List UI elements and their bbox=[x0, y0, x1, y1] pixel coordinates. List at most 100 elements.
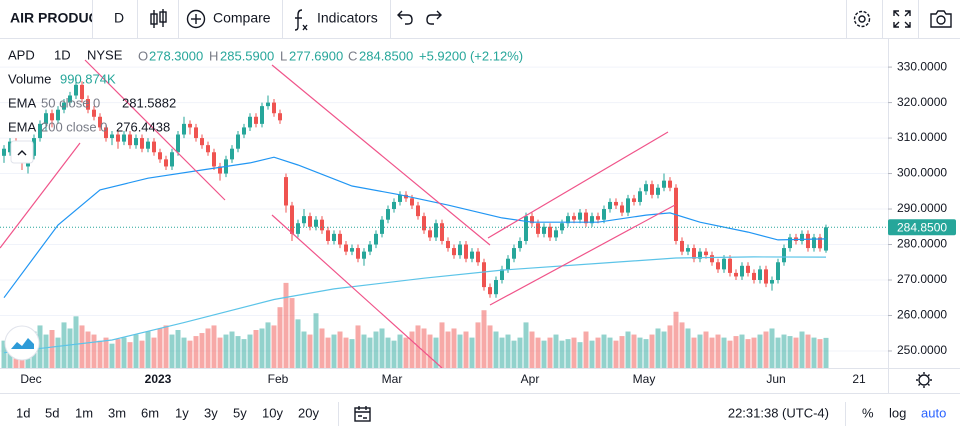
volume-bar bbox=[283, 282, 289, 368]
icon-part bbox=[355, 406, 370, 419]
candle-body bbox=[32, 138, 36, 156]
candle-body bbox=[128, 134, 132, 146]
candle-body bbox=[194, 127, 198, 139]
candle-body bbox=[446, 240, 450, 249]
range-button[interactable]: 5y bbox=[233, 405, 247, 420]
volume-bar bbox=[691, 337, 697, 368]
volume-bar bbox=[373, 331, 379, 368]
candle-body bbox=[680, 240, 684, 252]
price-tick-label: 270.0000 bbox=[897, 272, 947, 286]
legend-collapse-button[interactable] bbox=[10, 140, 34, 164]
chart-style-button[interactable] bbox=[150, 9, 167, 28]
trend-line[interactable] bbox=[271, 214, 443, 368]
compare-button[interactable]: Compare bbox=[186, 9, 271, 29]
volume-bar bbox=[769, 328, 775, 368]
range-button[interactable]: 10y bbox=[262, 405, 283, 420]
trend-line[interactable] bbox=[271, 64, 491, 246]
candle-body bbox=[782, 248, 786, 263]
candle-body bbox=[236, 134, 240, 149]
candle-body bbox=[608, 201, 612, 210]
candle-body bbox=[704, 251, 708, 256]
volume-bar bbox=[229, 331, 235, 368]
volume-bar bbox=[469, 337, 475, 368]
indicators-button[interactable]: Indicators bbox=[294, 9, 378, 31]
trend-line[interactable] bbox=[0, 142, 81, 249]
volume-bar bbox=[91, 334, 97, 368]
go-to-date-button[interactable] bbox=[354, 406, 371, 422]
scale-toggle[interactable]: log bbox=[889, 405, 906, 420]
candle-body bbox=[86, 99, 90, 110]
candle-body bbox=[614, 201, 618, 206]
candle-body bbox=[176, 134, 180, 153]
volume-bar bbox=[169, 334, 175, 368]
volume-bar bbox=[745, 339, 751, 368]
volume-bar bbox=[205, 328, 211, 368]
candle-body bbox=[518, 240, 522, 249]
screenshot-button[interactable] bbox=[930, 10, 952, 28]
volume-bar bbox=[799, 331, 805, 368]
range-button[interactable]: 5d bbox=[45, 405, 59, 420]
symbol-search[interactable]: AIR PRODUC bbox=[10, 10, 99, 26]
legend-open: 278.3000 bbox=[149, 48, 203, 63]
candle-body bbox=[44, 113, 48, 124]
legend-c-label: C bbox=[348, 48, 357, 63]
range-button[interactable]: 1y bbox=[175, 405, 189, 420]
volume-bar bbox=[343, 337, 349, 368]
candle-body bbox=[278, 113, 282, 121]
volume-bar bbox=[139, 340, 145, 368]
candle-body bbox=[536, 223, 540, 234]
range-button[interactable]: 1m bbox=[75, 405, 93, 420]
candle-body bbox=[350, 248, 354, 252]
candle-body bbox=[254, 116, 258, 124]
candle-body bbox=[788, 237, 792, 249]
logo[interactable] bbox=[4, 325, 40, 361]
trend-line[interactable] bbox=[489, 204, 676, 306]
volume-bar bbox=[151, 337, 157, 368]
volume-bar bbox=[163, 325, 169, 368]
fullscreen-button[interactable] bbox=[893, 10, 911, 28]
undo-button[interactable] bbox=[397, 10, 413, 25]
logo-frame bbox=[4, 325, 40, 361]
settings-button[interactable] bbox=[853, 10, 871, 28]
range-button[interactable]: 3y bbox=[204, 405, 218, 420]
volume-bar bbox=[175, 330, 181, 368]
range-button[interactable]: 6m bbox=[141, 405, 159, 420]
volume-bar bbox=[529, 331, 535, 368]
scale-toggle[interactable]: % bbox=[862, 405, 874, 420]
volume-bar bbox=[631, 334, 637, 368]
volume-bar bbox=[43, 334, 49, 368]
volume-bar bbox=[547, 337, 553, 368]
icon-part bbox=[186, 9, 206, 29]
volume-bar bbox=[451, 328, 457, 368]
trend-line[interactable] bbox=[487, 131, 669, 239]
legend-l-label: L bbox=[280, 48, 287, 63]
volume-bar bbox=[295, 319, 301, 368]
candle-body bbox=[494, 280, 498, 295]
interval-button[interactable]: D bbox=[114, 10, 124, 26]
volume-bar bbox=[637, 337, 643, 368]
candle-body bbox=[698, 251, 702, 259]
redo-button[interactable] bbox=[426, 10, 442, 25]
volume-bar bbox=[721, 337, 727, 368]
scale-toggle[interactable]: auto bbox=[921, 405, 946, 420]
trend-line[interactable] bbox=[84, 59, 226, 201]
candle-body bbox=[644, 184, 648, 192]
volume-bar bbox=[301, 331, 307, 368]
candle-body bbox=[164, 159, 168, 167]
range-button[interactable]: 20y bbox=[298, 405, 319, 420]
price-tick-label: 280.0000 bbox=[897, 237, 947, 251]
candle-body bbox=[218, 166, 222, 174]
range-button[interactable]: 1d bbox=[16, 405, 30, 420]
candle-body bbox=[710, 255, 714, 263]
volume-label: Volume bbox=[8, 71, 51, 86]
volume-bar bbox=[733, 336, 739, 368]
volume-bar bbox=[385, 337, 391, 368]
candle-body bbox=[134, 138, 138, 146]
volume-bar bbox=[511, 340, 517, 368]
candle-body bbox=[374, 233, 378, 245]
candle-body bbox=[320, 219, 324, 231]
volume-bar bbox=[235, 336, 241, 368]
axis-settings-button[interactable] bbox=[916, 372, 932, 388]
range-button[interactable]: 3m bbox=[108, 405, 126, 420]
volume-bar bbox=[541, 340, 547, 368]
